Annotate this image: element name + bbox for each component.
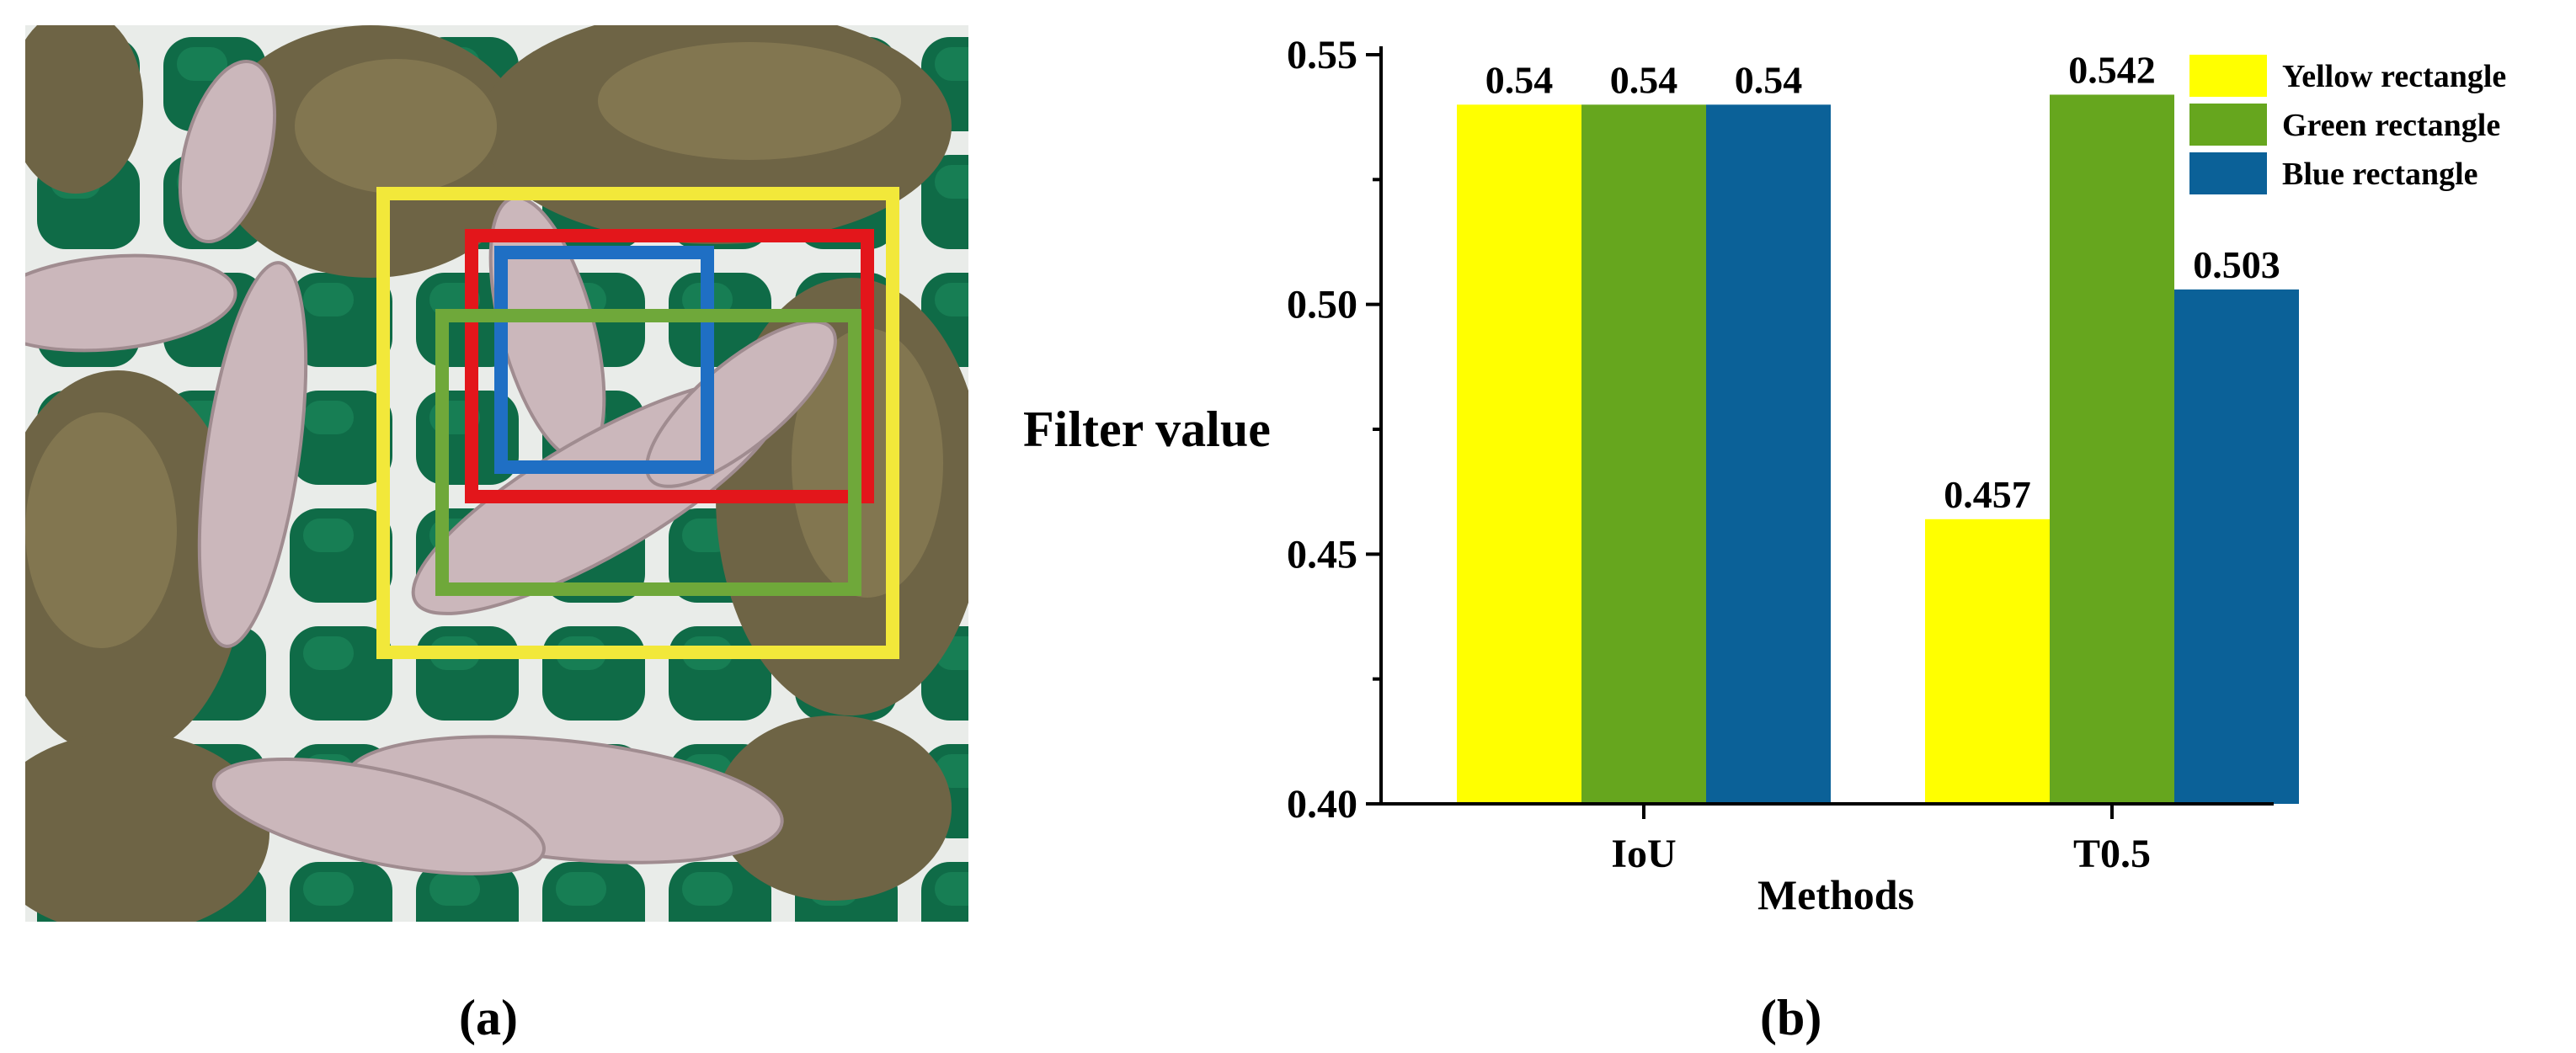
bars-layer — [1457, 94, 2299, 805]
legend-swatch — [2189, 152, 2267, 194]
y-axis-label: Filter value — [1023, 402, 1271, 457]
bar-iou-2 — [1581, 104, 1706, 805]
legend-label: Blue rectangle — [2282, 157, 2478, 192]
caption-b: (b) — [1760, 990, 1822, 1045]
legend-label: Yellow rectangle — [2282, 59, 2506, 94]
blue-rectangle — [494, 246, 714, 474]
red-rectangle — [465, 229, 874, 503]
bar-iou-3 — [1706, 104, 1831, 805]
yellow-rectangle — [376, 187, 899, 659]
bar-value-label: 0.542 — [2068, 48, 2156, 91]
caption-a: (a) — [459, 990, 518, 1045]
filter-value-bar-chart: 0.54 0.457 0.54 0.542 0.54 0.503 0.40 0.45 0.50… — [1023, 33, 2506, 918]
x-tick-label: T0.5 — [2073, 832, 2151, 876]
bar-value-label: 0.54 — [1610, 58, 1678, 101]
bar-t0-5-1 — [1925, 519, 2050, 804]
y-tick-label: 0.45 — [1287, 532, 1357, 577]
x-tick-label: IoU — [1611, 832, 1676, 876]
bar-iou-1 — [1457, 104, 1581, 805]
bar-t0-5-2 — [2050, 94, 2174, 804]
axes-layer: 0.40 0.45 0.50 0.55 IoU T0.5 Methods Filter val… — [1023, 33, 2274, 918]
x-axis-label: Methods — [1757, 871, 1914, 918]
bar-chart-panel: 0.54 0.457 0.54 0.542 0.54 0.503 0.40 0.45 0.50… — [994, 0, 2576, 968]
y-tick-label: 0.50 — [1287, 283, 1357, 327]
bar-value-label: 0.457 — [1944, 473, 2031, 516]
silkworm-photo-panel — [25, 25, 968, 922]
y-tick-label: 0.55 — [1287, 33, 1357, 77]
bar-t0-5-3 — [2174, 289, 2299, 804]
legend-swatch — [2189, 104, 2267, 146]
bar-value-label: 0.503 — [2193, 243, 2280, 286]
legend-swatch — [2189, 55, 2267, 97]
silkworm-photo — [25, 25, 968, 922]
legend-label: Green rectangle — [2282, 108, 2500, 143]
bar-value-label: 0.54 — [1735, 58, 1803, 101]
green-rectangle — [435, 309, 861, 596]
y-tick-label: 0.40 — [1287, 782, 1357, 827]
bar-value-label: 0.54 — [1485, 58, 1554, 101]
legend: Yellow rectangle Green rectangle Blue rect… — [2189, 55, 2506, 194]
bar-labels-layer: 0.54 0.457 0.54 0.542 0.54 0.503 — [1485, 48, 2280, 515]
